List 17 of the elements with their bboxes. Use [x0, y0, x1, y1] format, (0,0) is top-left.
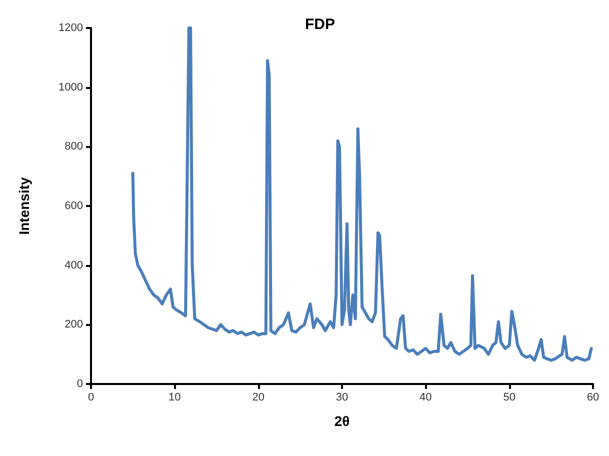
y-tick-label: 200: [64, 318, 83, 331]
y-tick-label: 400: [64, 259, 83, 272]
x-axis-title: 2θ: [334, 413, 350, 429]
x-tick-label: 10: [168, 392, 181, 404]
y-axis-title: Intensity: [16, 177, 32, 235]
chart-title: FDP: [305, 16, 335, 33]
y-tick-label: 800: [64, 140, 83, 153]
y-tick-label: 1200: [58, 22, 83, 34]
x-tick-label: 50: [503, 392, 516, 404]
x-tick-label: 40: [420, 392, 432, 404]
x-tick-label: 0: [88, 392, 94, 404]
y-tick-label: 0: [76, 378, 83, 390]
x-tick-label: 30: [336, 392, 348, 404]
x-tick-label: 20: [252, 392, 264, 404]
y-tick-label: 600: [64, 200, 83, 212]
x-tick-label: 60: [586, 392, 600, 404]
y-tick-label: 1000: [58, 81, 83, 94]
